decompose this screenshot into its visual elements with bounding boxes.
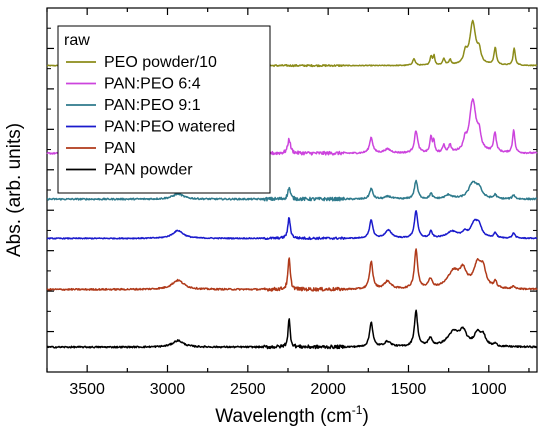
x-tick-label: 3500 xyxy=(69,381,105,398)
x-axis-label: Wavelength (cm-1) xyxy=(215,403,369,427)
legend-label: PAN xyxy=(104,140,136,157)
x-tick-label: 1500 xyxy=(391,381,427,398)
x-axis-label-main: Wavelength (cm xyxy=(215,406,352,427)
series-line xyxy=(46,248,538,292)
legend-title: raw xyxy=(64,32,90,49)
y-axis-label: Abs. (arb. units) xyxy=(4,123,25,257)
legend-label: PAN:PEO 6:4 xyxy=(104,76,201,93)
legend-label: PEO powder/10 xyxy=(104,54,217,71)
legend-box xyxy=(57,25,271,194)
legend-label: PAN:PEO 9:1 xyxy=(104,97,201,114)
x-tick-label: 2000 xyxy=(310,381,346,398)
series-line xyxy=(46,179,538,202)
x-tick-label: 1000 xyxy=(471,381,507,398)
legend-entries: PEO powder/10 PAN:PEO 6:4 PAN:PEO 9:1 PAN:P… xyxy=(66,54,235,179)
x-tick-label: 2500 xyxy=(230,381,266,398)
x-axis-label-sup: -1 xyxy=(352,403,363,417)
x-tick-label: 3000 xyxy=(150,381,186,398)
legend-label: PAN powder xyxy=(104,162,193,179)
legend-label: PAN:PEO watered xyxy=(104,119,235,136)
axis-ticks: 3500 3000 2500 2000 1500 1000 xyxy=(46,8,537,398)
plot-area: 3500 3000 2500 2000 1500 1000 xyxy=(46,7,538,398)
x-axis-label-end: ) xyxy=(362,406,368,427)
series-line xyxy=(46,210,538,241)
series-line xyxy=(46,309,538,350)
